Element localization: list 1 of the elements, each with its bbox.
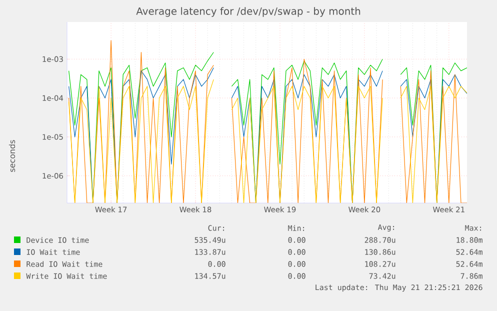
chart-title: Average latency for /dev/pv/swap - by month — [136, 7, 360, 17]
